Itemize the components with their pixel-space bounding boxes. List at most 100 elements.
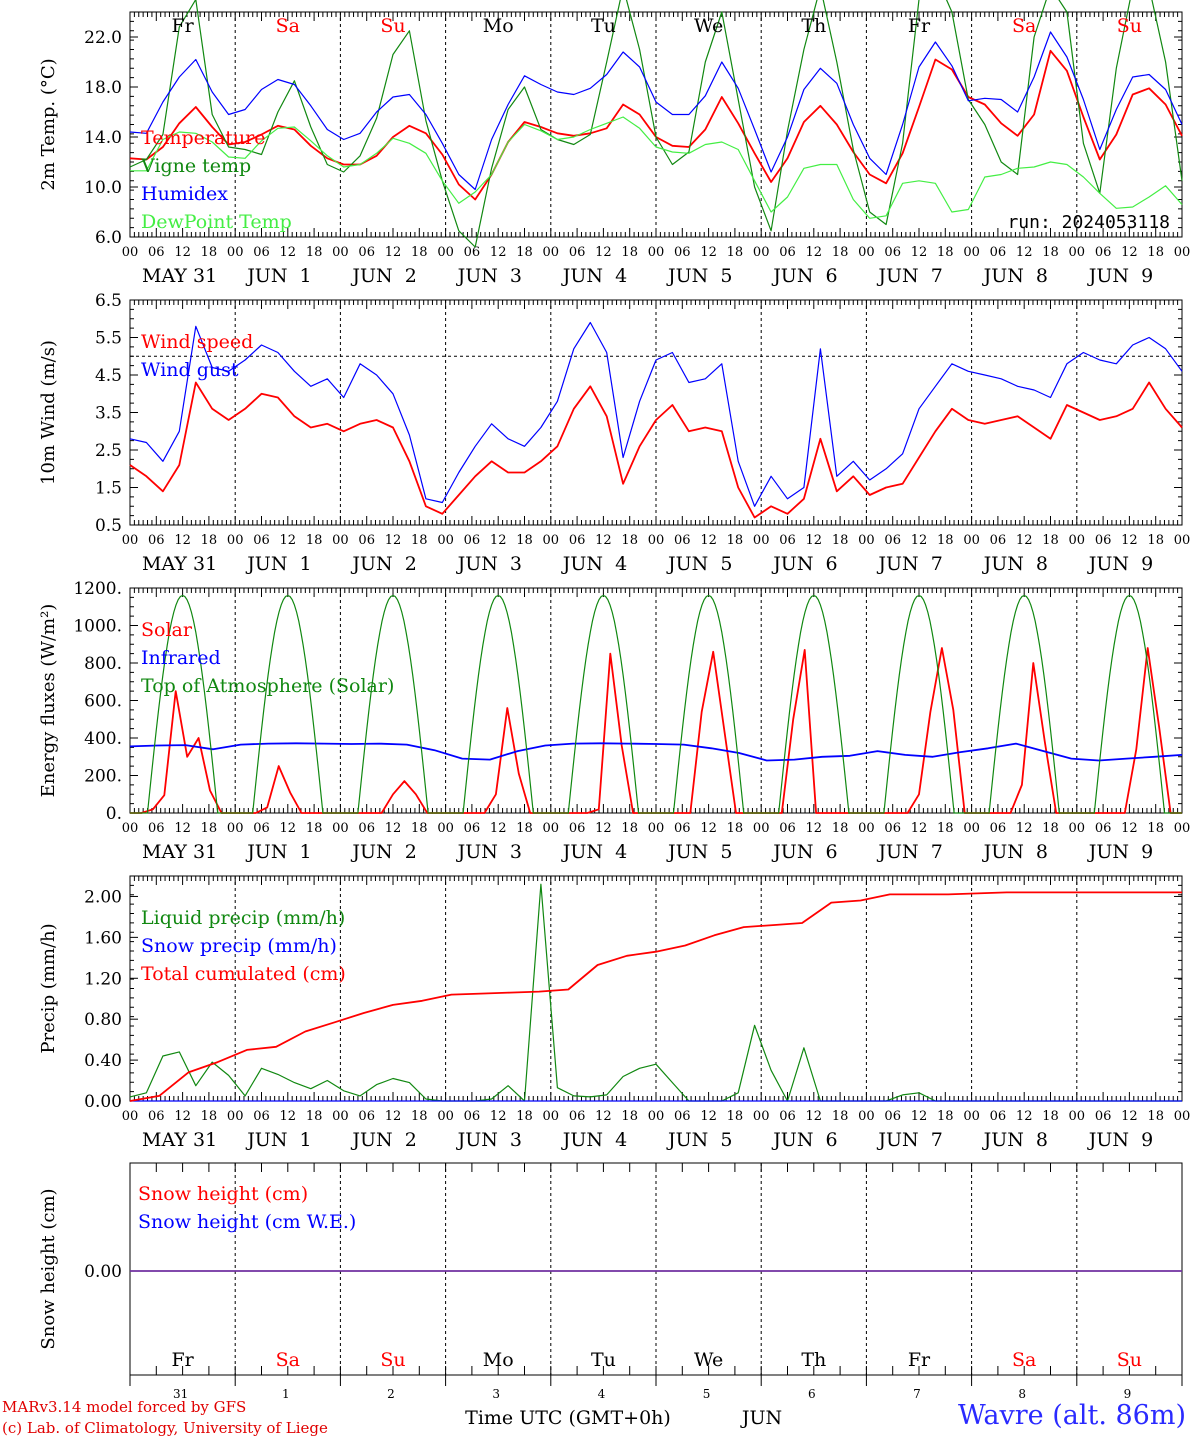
hour-label: 12 <box>280 533 297 548</box>
hour-label: 06 <box>464 1109 481 1124</box>
hour-label: 06 <box>990 245 1007 260</box>
hour-label: 00 <box>1174 245 1191 260</box>
y-axis-title: 10m Wind (m/s) <box>38 340 59 485</box>
weekday-label: Su <box>1117 1349 1142 1371</box>
weekday-label: Mo <box>483 15 514 37</box>
day-number: 31 <box>173 1387 188 1401</box>
hour-label: 18 <box>727 245 744 260</box>
hour-label: 12 <box>700 821 717 836</box>
hour-label: 12 <box>385 245 402 260</box>
legend-temperature: Temperature <box>141 127 265 149</box>
hour-label: 18 <box>1042 821 1059 836</box>
hour-label: 18 <box>937 821 954 836</box>
day-number: 7 <box>913 1387 921 1401</box>
hour-label: 06 <box>990 821 1007 836</box>
legend-snow-precip-mm-h-: Snow precip (mm/h) <box>141 935 337 957</box>
date-label: JUN 8 <box>982 265 1048 287</box>
hour-label: 18 <box>1042 533 1059 548</box>
date-label: JUN 4 <box>561 1129 627 1151</box>
hour-label: 06 <box>253 821 270 836</box>
hour-label: 00 <box>227 533 244 548</box>
date-label: JUN 3 <box>456 841 522 863</box>
hour-label: 00 <box>753 533 770 548</box>
date-label: JUN 5 <box>666 1129 732 1151</box>
y-tick-label: 6.0 <box>95 228 122 248</box>
hour-label: 12 <box>1121 1109 1138 1124</box>
hour-label: 00 <box>1174 533 1191 548</box>
hour-label: 00 <box>227 245 244 260</box>
hour-label: 18 <box>621 533 638 548</box>
hour-label: 12 <box>490 821 507 836</box>
hour-label: 12 <box>280 245 297 260</box>
hour-label: 06 <box>990 1109 1007 1124</box>
hour-label: 12 <box>174 1109 191 1124</box>
y-axis-title: Snow height (cm) <box>38 1188 59 1349</box>
hour-label: 12 <box>490 533 507 548</box>
y-tick-label: 600. <box>84 692 122 712</box>
y-tick-label: 0.00 <box>84 1262 122 1282</box>
date-label: JUN 6 <box>771 553 837 575</box>
weekday-label: Su <box>380 15 405 37</box>
hour-label: 12 <box>595 1109 612 1124</box>
date-label: MAY 31 <box>142 1129 217 1151</box>
hour-label: 06 <box>884 1109 901 1124</box>
day-number: 8 <box>1018 1387 1026 1401</box>
hour-label: 00 <box>332 821 349 836</box>
day-number: 1 <box>282 1387 290 1401</box>
location-title: Wavre (alt. 86m) <box>958 1400 1186 1431</box>
hour-label: 00 <box>963 533 980 548</box>
y-axis-title: Energy fluxes (W/m²) <box>38 604 59 798</box>
panel-frame <box>129 299 1183 526</box>
hour-label: 12 <box>1121 533 1138 548</box>
hour-label: 06 <box>569 821 586 836</box>
panel-frame <box>129 587 1183 814</box>
hour-label: 12 <box>1016 533 1033 548</box>
y-tick-label: 14.0 <box>84 128 122 148</box>
hour-label: 18 <box>516 1109 533 1124</box>
hour-label: 00 <box>122 245 139 260</box>
hour-label: 00 <box>753 245 770 260</box>
hour-label: 18 <box>411 533 428 548</box>
hour-label: 06 <box>990 533 1007 548</box>
hour-label: 06 <box>253 1109 270 1124</box>
hour-label: 18 <box>832 1109 849 1124</box>
hour-label: 06 <box>253 245 270 260</box>
day-number: 9 <box>1124 1387 1132 1401</box>
hour-label: 12 <box>490 1109 507 1124</box>
hour-label: 18 <box>201 245 218 260</box>
date-label: JUN 9 <box>1087 553 1153 575</box>
day-number: 3 <box>492 1387 500 1401</box>
hour-label: 00 <box>1069 1109 1086 1124</box>
hour-label: 12 <box>911 245 928 260</box>
hour-label: 00 <box>227 1109 244 1124</box>
hour-label: 18 <box>727 821 744 836</box>
date-label: JUN 6 <box>771 841 837 863</box>
hour-label: 00 <box>332 245 349 260</box>
lab-credit: (c) Lab. of Climatology, University of L… <box>2 1419 328 1437</box>
hour-label: 00 <box>437 533 454 548</box>
hour-label: 00 <box>437 245 454 260</box>
date-label: MAY 31 <box>142 841 217 863</box>
hour-label: 12 <box>700 1109 717 1124</box>
hour-label: 00 <box>1174 1109 1191 1124</box>
weekday-label: Fr <box>908 1349 931 1371</box>
y-tick-label: 0. <box>106 804 122 824</box>
hour-label: 12 <box>385 1109 402 1124</box>
wind-speed-line <box>129 381 1183 519</box>
hour-label: 06 <box>464 533 481 548</box>
hour-label: 00 <box>437 821 454 836</box>
hour-label: 06 <box>674 1109 691 1124</box>
hour-label: 00 <box>1069 245 1086 260</box>
legend-vigne-temp: Vigne temp <box>140 155 251 177</box>
date-label: JUN 5 <box>666 841 732 863</box>
y-tick-label: 2.00 <box>84 887 122 907</box>
date-label: MAY 31 <box>142 265 217 287</box>
y-axis-title: Precip (mm/h) <box>38 923 59 1053</box>
hour-label: 18 <box>937 533 954 548</box>
hour-label: 00 <box>648 533 665 548</box>
date-label: JUN 6 <box>771 1129 837 1151</box>
y-tick-label: 1.5 <box>95 479 122 499</box>
humidex-line <box>129 31 1183 191</box>
hour-label: 18 <box>832 245 849 260</box>
